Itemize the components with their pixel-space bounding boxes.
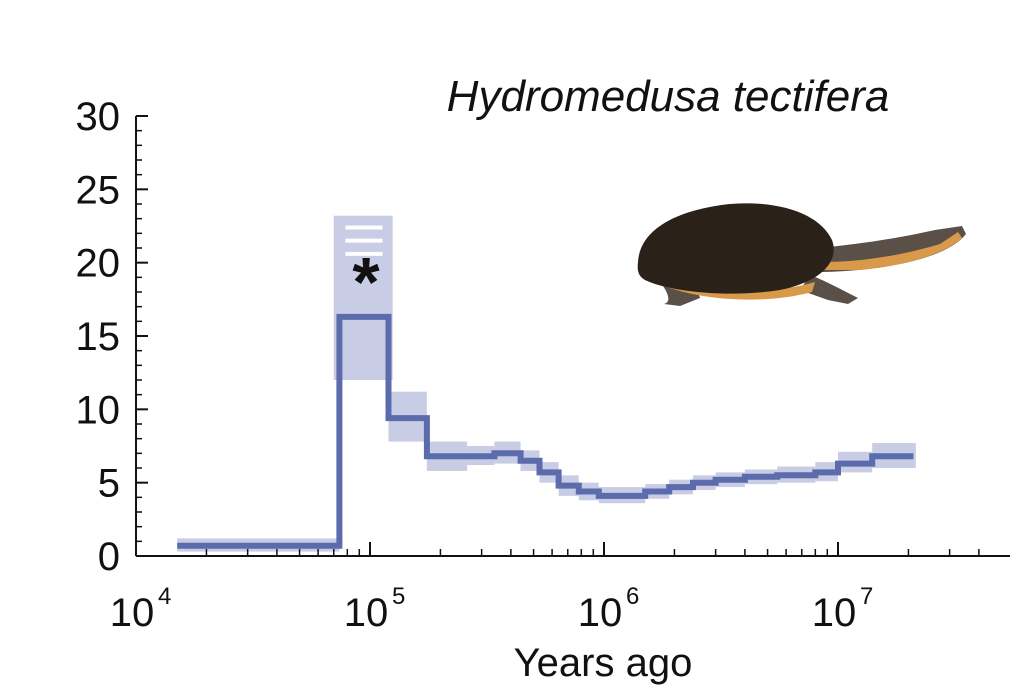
y-tick-label: 5 — [98, 462, 120, 506]
series-line-layer — [177, 313, 914, 549]
turtle-illustration-icon — [637, 203, 966, 306]
chart-title: Hydromedusa tectifera — [447, 72, 890, 121]
significance-asterisk: * — [352, 243, 380, 321]
turtle-neck — [815, 226, 966, 272]
y-tick-label: 30 — [76, 95, 121, 139]
x-tick-exponent: 7 — [860, 583, 873, 610]
x-tick-label: 10 — [110, 591, 155, 635]
series-step-line — [177, 313, 914, 549]
x-axis-label: Years ago — [514, 641, 693, 685]
x-tick-exponent: 4 — [158, 583, 171, 610]
y-tick-label: 0 — [98, 535, 120, 579]
x-tick-label: 10 — [344, 591, 389, 635]
turtle-plastron — [650, 270, 815, 300]
confidence-band-segment — [333, 215, 393, 380]
x-tick-exponent: 5 — [392, 583, 405, 610]
labels-layer: Hydromedusa tectifera Years ago * — [352, 72, 889, 685]
y-tick-label: 25 — [76, 168, 121, 212]
x-tick-exponent: 6 — [626, 583, 639, 610]
y-tick-label: 20 — [76, 242, 121, 286]
turtle-shell — [637, 203, 834, 294]
y-tick-label: 15 — [76, 315, 121, 359]
x-tick-label: 10 — [578, 591, 623, 635]
y-tick-label: 10 — [76, 388, 121, 432]
x-tick-label: 10 — [812, 591, 857, 635]
turtle-neck-stripe — [822, 232, 962, 270]
